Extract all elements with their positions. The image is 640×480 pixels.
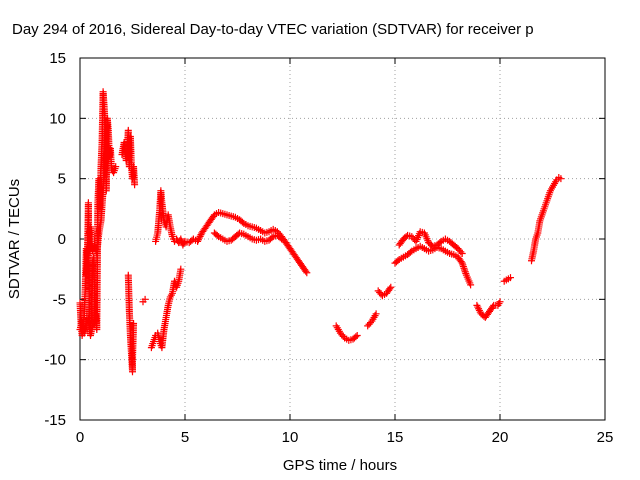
- data-point: [141, 295, 149, 303]
- data-point: [372, 310, 380, 318]
- data-point: [352, 333, 360, 341]
- data-point: [194, 237, 202, 245]
- data-point: [276, 234, 284, 242]
- chart-title: Day 294 of 2016, Sidereal Day-to-day VTE…: [12, 21, 534, 38]
- data-point: [473, 301, 481, 309]
- data-point: [458, 249, 466, 257]
- data-point: [167, 291, 175, 299]
- data-point: [557, 175, 565, 183]
- data-point: [278, 235, 286, 243]
- data-point: [303, 269, 311, 277]
- data-point: [467, 281, 475, 289]
- tick-labels: 0 5 10 15 20 25 -15 -10 -5 0 5 10 15: [44, 50, 613, 446]
- data-point: [103, 145, 111, 152]
- data-point: [474, 303, 482, 311]
- y-axis-label: SDTVAR / TECUs: [6, 179, 23, 299]
- data-point: [302, 267, 310, 275]
- x-tick-label: 5: [181, 429, 189, 446]
- y-tick-label: -5: [53, 291, 66, 308]
- x-tick-label: 15: [387, 429, 404, 446]
- data-point: [495, 300, 503, 308]
- data-point: [507, 274, 514, 282]
- x-tick-label: 10: [282, 429, 299, 446]
- data-point: [475, 305, 483, 313]
- data-point: [489, 303, 497, 311]
- data-point: [130, 319, 138, 327]
- y-tick-label: -10: [44, 352, 66, 369]
- y-tick-label: 0: [58, 231, 66, 248]
- data-series: [76, 88, 565, 376]
- data-point: [496, 298, 504, 306]
- y-tick-label: 15: [49, 50, 66, 67]
- data-point: [387, 283, 395, 291]
- x-tick-label: 25: [597, 429, 614, 446]
- x-tick-label: 20: [492, 429, 509, 446]
- y-tick-label: -15: [44, 412, 66, 429]
- y-tick-label: 5: [58, 171, 66, 188]
- x-axis-label: GPS time / hours: [283, 457, 397, 474]
- data-point: [386, 285, 394, 293]
- y-tick-label: 10: [49, 110, 66, 127]
- data-point: [194, 236, 202, 244]
- data-point: [457, 258, 465, 266]
- data-point: [177, 265, 185, 273]
- data-point: [112, 163, 120, 171]
- data-point: [195, 234, 203, 242]
- data-point: [353, 332, 361, 340]
- data-point: [457, 248, 465, 256]
- data-point: [91, 317, 99, 325]
- data-point: [475, 306, 483, 314]
- data-point: [196, 232, 204, 240]
- data-point: [131, 181, 139, 189]
- x-tick-label: 0: [76, 429, 84, 446]
